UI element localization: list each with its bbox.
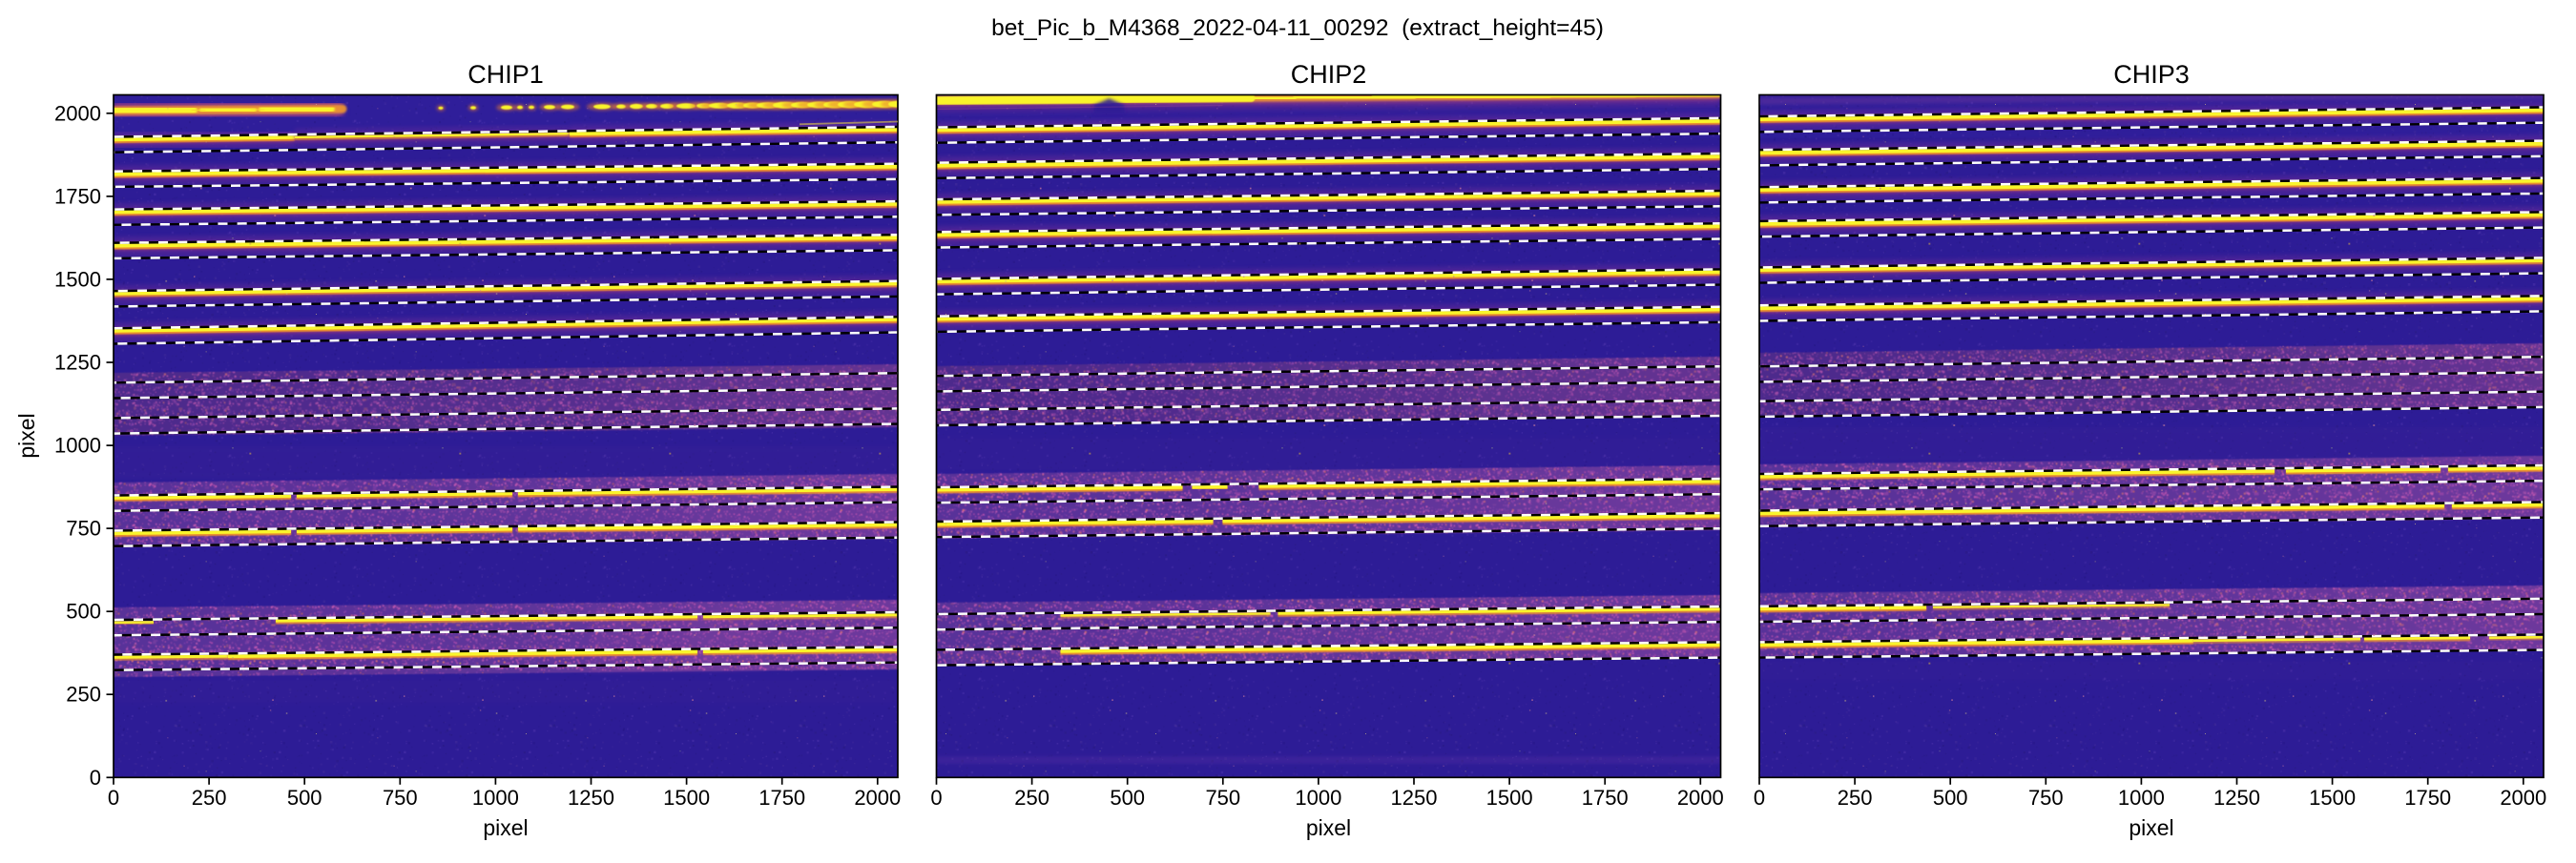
svg-text:500: 500 bbox=[1933, 786, 1968, 810]
svg-text:1750: 1750 bbox=[2404, 786, 2451, 810]
svg-text:1000: 1000 bbox=[54, 434, 101, 458]
svg-text:pixel: pixel bbox=[14, 413, 39, 458]
svg-text:500: 500 bbox=[66, 600, 101, 624]
svg-text:1250: 1250 bbox=[568, 786, 614, 810]
svg-text:750: 750 bbox=[383, 786, 418, 810]
svg-text:pixel: pixel bbox=[483, 815, 528, 840]
svg-text:1000: 1000 bbox=[1295, 786, 1341, 810]
svg-text:1000: 1000 bbox=[472, 786, 519, 810]
svg-text:1750: 1750 bbox=[54, 184, 101, 208]
svg-text:2000: 2000 bbox=[1677, 786, 1724, 810]
svg-text:1250: 1250 bbox=[54, 351, 101, 375]
svg-text:500: 500 bbox=[1110, 786, 1145, 810]
svg-text:1500: 1500 bbox=[54, 267, 101, 291]
svg-text:1500: 1500 bbox=[2309, 786, 2356, 810]
svg-text:1500: 1500 bbox=[663, 786, 710, 810]
svg-text:1000: 1000 bbox=[2118, 786, 2165, 810]
svg-text:2000: 2000 bbox=[2500, 786, 2546, 810]
svg-text:750: 750 bbox=[2028, 786, 2064, 810]
svg-text:250: 250 bbox=[1838, 786, 1873, 810]
svg-text:750: 750 bbox=[1205, 786, 1240, 810]
svg-text:pixel: pixel bbox=[2129, 815, 2173, 840]
svg-text:CHIP3: CHIP3 bbox=[2113, 60, 2190, 89]
svg-text:1750: 1750 bbox=[1582, 786, 1629, 810]
svg-text:250: 250 bbox=[192, 786, 227, 810]
svg-text:0: 0 bbox=[930, 786, 942, 810]
svg-text:CHIP1: CHIP1 bbox=[467, 60, 544, 89]
svg-text:250: 250 bbox=[66, 683, 101, 707]
svg-text:1500: 1500 bbox=[1486, 786, 1533, 810]
svg-text:1750: 1750 bbox=[758, 786, 805, 810]
svg-text:750: 750 bbox=[66, 517, 101, 541]
svg-text:bet_Pic_b_M4368_2022-04-11_002: bet_Pic_b_M4368_2022-04-11_00292 (extrac… bbox=[991, 15, 1604, 41]
svg-text:1250: 1250 bbox=[1391, 786, 1438, 810]
svg-text:pixel: pixel bbox=[1306, 815, 1351, 840]
svg-text:1250: 1250 bbox=[2213, 786, 2260, 810]
svg-text:CHIP2: CHIP2 bbox=[1291, 60, 1367, 89]
svg-text:0: 0 bbox=[108, 786, 119, 810]
svg-text:0: 0 bbox=[90, 766, 101, 790]
svg-text:250: 250 bbox=[1014, 786, 1049, 810]
svg-text:0: 0 bbox=[1754, 786, 1765, 810]
svg-text:2000: 2000 bbox=[54, 101, 101, 125]
svg-text:2000: 2000 bbox=[854, 786, 901, 810]
svg-text:500: 500 bbox=[287, 786, 322, 810]
